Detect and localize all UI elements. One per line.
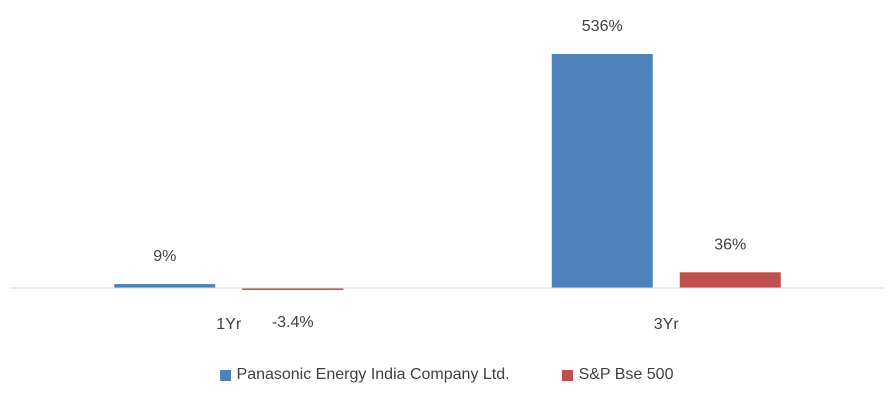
legend-item-panasonic: Panasonic Energy India Company Ltd. — [219, 366, 510, 384]
bar-s0-1yr — [114, 284, 216, 288]
legend-swatch-sp-bse-500 — [561, 369, 573, 381]
legend: Panasonic Energy India Company Ltd. S&P … — [0, 366, 893, 384]
legend-item-sp-bse-500: S&P Bse 500 — [561, 366, 674, 384]
category-labels: 1Yr 3Yr — [216, 316, 679, 333]
bar-s0-3yr — [551, 54, 653, 288]
legend-swatch-panasonic — [219, 369, 231, 381]
data-label-s0-3yr: 536% — [582, 18, 623, 35]
data-label-s1-3yr: 36% — [714, 236, 746, 253]
bar-s1-3yr — [679, 272, 781, 288]
bar-s1-1yr — [242, 288, 344, 290]
category-label-3yr: 3Yr — [654, 316, 680, 333]
data-label-s0-1yr: 9% — [153, 248, 176, 265]
legend-label-panasonic: Panasonic Energy India Company Ltd. — [236, 366, 510, 383]
legend-label-sp-bse-500: S&P Bse 500 — [578, 366, 674, 383]
category-label-1yr: 1Yr — [216, 316, 242, 333]
bars — [114, 54, 781, 290]
bar-chart: 1Yr 3Yr 9% -3.4% 536% 36% — [10, 18, 885, 333]
data-label-s1-1yr: -3.4% — [272, 314, 314, 331]
data-labels: 9% -3.4% 536% 36% — [153, 18, 746, 331]
